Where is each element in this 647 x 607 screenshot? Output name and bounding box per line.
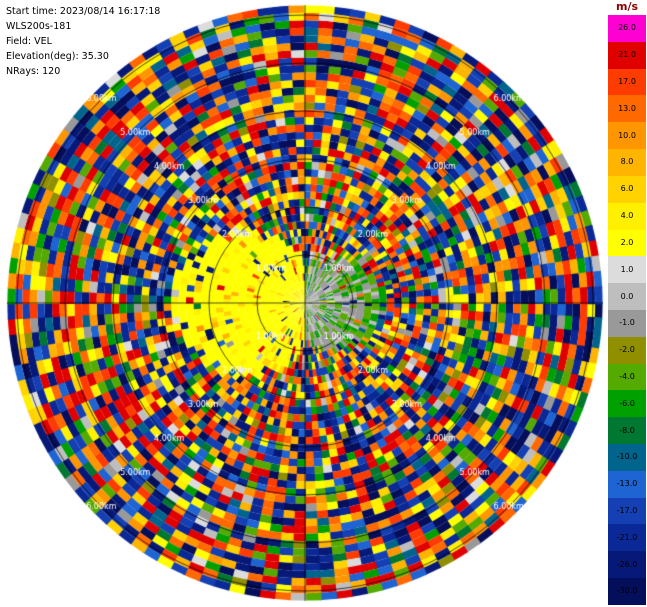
colorbar-title: m/s: [615, 0, 639, 13]
colorbar-segments: 26.0 21.0 17.0 13.0 10.0 8.0 6.0 4.0 2.0 1.0 0.0 -1…: [608, 15, 646, 605]
colorbar-segment: 1.0: [608, 256, 646, 284]
colorbar-segment: 0.0: [608, 283, 646, 310]
header-start-time: Start time: 2023/08/14 16:17:18: [6, 6, 161, 17]
colorbar-segment: -1.0: [608, 309, 646, 337]
colorbar-segment: -2.0: [608, 336, 646, 364]
colorbar-tick-label: 8.0: [620, 157, 634, 167]
colorbar-segment: 4.0: [608, 202, 646, 230]
colorbar-tick-label: -21.0: [616, 532, 638, 542]
colorbar-segment: 8.0: [608, 149, 646, 176]
colorbar: m/s 26.0 21.0 17.0 13.0 10.0 8.0 6.0 4.0 2.0 1.0 0…: [608, 0, 646, 607]
colorbar-segment: -10.0: [608, 444, 646, 471]
colorbar-segment: 10.0: [608, 122, 646, 150]
header-instrument: WLS200s-181: [6, 21, 72, 32]
plot-header: Start time: 2023/08/14 16:17:18 WLS200s-…: [6, 4, 160, 79]
colorbar-segment: 26.0: [608, 15, 646, 42]
colorbar-tick-label: 6.0: [620, 184, 634, 194]
colorbar-tick-label: 26.0: [618, 23, 636, 33]
colorbar-tick-label: -13.0: [616, 479, 638, 489]
colorbar-tick-label: 0.0: [620, 291, 634, 301]
header-elevation: Elevation(deg): 35.30: [6, 51, 109, 62]
colorbar-segment: 17.0: [608, 68, 646, 96]
colorbar-tick-label: 2.0: [620, 237, 634, 247]
colorbar-segment: -6.0: [608, 390, 646, 418]
colorbar-segment: 21.0: [608, 41, 646, 69]
colorbar-tick-label: -10.0: [616, 452, 638, 462]
header-field: Field: VEL: [6, 36, 52, 47]
colorbar-segment: -26.0: [608, 551, 646, 579]
colorbar-segment: 6.0: [608, 175, 646, 203]
colorbar-tick-label: 10.0: [618, 130, 636, 140]
colorbar-tick-label: 21.0: [618, 50, 636, 60]
colorbar-segment: -30.0: [608, 578, 646, 605]
colorbar-tick-label: -1.0: [619, 318, 635, 328]
colorbar-tick-label: 1.0: [620, 264, 634, 274]
colorbar-segment: -13.0: [608, 470, 646, 498]
colorbar-segment: 13.0: [608, 95, 646, 123]
colorbar-tick-label: 17.0: [618, 77, 636, 87]
colorbar-tick-label: -6.0: [619, 398, 635, 408]
colorbar-tick-label: -17.0: [616, 506, 638, 516]
colorbar-tick-label: 4.0: [620, 211, 634, 221]
colorbar-segment: 2.0: [608, 229, 646, 257]
header-nrays: NRays: 120: [6, 66, 61, 77]
colorbar-tick-label: 13.0: [618, 103, 636, 113]
colorbar-tick-label: -2.0: [619, 345, 635, 355]
colorbar-tick-label: -30.0: [616, 586, 638, 596]
colorbar-segment: -8.0: [608, 417, 646, 444]
colorbar-segment: -21.0: [608, 524, 646, 552]
colorbar-tick-label: -8.0: [619, 425, 635, 435]
colorbar-segment: -4.0: [608, 363, 646, 391]
colorbar-segment: -17.0: [608, 497, 646, 525]
colorbar-tick-label: -26.0: [616, 559, 638, 569]
colorbar-tick-label: -4.0: [619, 371, 635, 381]
